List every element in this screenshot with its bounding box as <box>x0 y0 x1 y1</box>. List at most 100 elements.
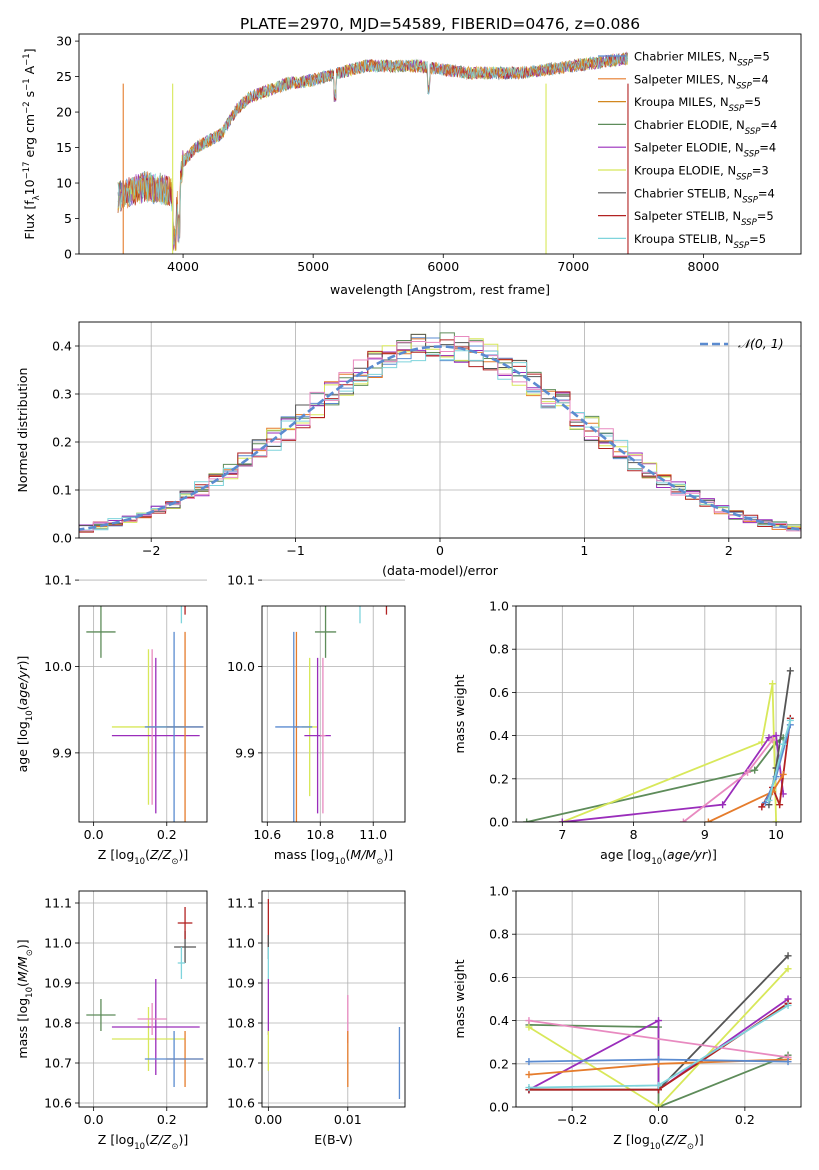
weight-lines <box>523 667 794 822</box>
legend-label: Kroupa MILES, NSSP=5 <box>634 95 761 114</box>
legend-label: Chabrier MILES, NSSP=5 <box>634 50 770 69</box>
y-tick-label: 0.8 <box>489 642 509 657</box>
weight-marker <box>719 801 727 809</box>
x-tick-label: 0.0 <box>84 1112 104 1127</box>
x-tick-label: 10.6 <box>253 827 281 842</box>
legend-label: Chabrier ELODIE, NSSP=4 <box>634 118 777 137</box>
y-tick-label: 0.1 <box>52 483 72 498</box>
spectrum-series-line <box>117 51 628 251</box>
weight-lines <box>525 952 792 1107</box>
x-tick-label: 0.2 <box>735 1112 755 1127</box>
x-tick-label: 0.2 <box>157 1112 177 1127</box>
mass-vs-EBV-axes: 0.00 0.01 10.6 10.7 10.8 10.9 11.0 11.1 E(B-V) <box>227 890 406 1147</box>
x-tick-label: −1 <box>286 543 304 558</box>
y-tick-label: 9.9 <box>235 745 255 760</box>
x-tick-label: 8 <box>630 827 638 842</box>
y-tick-label: 10 <box>56 176 72 191</box>
weight-series-line <box>708 774 784 822</box>
y-tick-label: 5 <box>64 211 72 226</box>
y-axis-label: Flux [fλ10−17 erg cm−2 s−1 A−1] <box>22 48 42 239</box>
y-tick-label: 0.8 <box>489 927 509 942</box>
axes-frame <box>78 33 802 255</box>
y-tick-label: 10.9 <box>227 976 255 991</box>
y-tick-label: 10.0 <box>44 659 72 674</box>
legend-label: Kroupa ELODIE, NSSP=3 <box>634 164 769 183</box>
weight-marker <box>786 667 794 675</box>
y-tick-label: 11.1 <box>44 896 72 911</box>
y-tick-label: 10.6 <box>44 1096 72 1111</box>
legend-label: Salpeter STELIB, NSSP=5 <box>634 209 774 228</box>
y-tick-label: 0.2 <box>489 1056 509 1071</box>
errorbar-point <box>174 537 196 589</box>
massweight-vs-age-axes: 7 8 9 10 0.0 0.2 0.4 0.6 0.8 1.0 age [log10(age/yr… <box>452 599 802 867</box>
weight-marker <box>772 732 780 740</box>
weight-marker <box>786 716 794 724</box>
weight-series-line <box>526 737 784 822</box>
errorbars <box>267 899 401 1099</box>
y-tick-label: 10.0 <box>227 659 255 674</box>
y-axis-label: Normed distribution <box>15 368 30 493</box>
errorbars <box>275 606 388 822</box>
errorbar-point <box>177 947 186 979</box>
x-axis-label: Z [log10(Z/Z⊙)] <box>98 1132 188 1152</box>
x-axis-label: mass [log10(M/M⊙)] <box>274 847 393 867</box>
x-tick-label: 6000 <box>427 259 459 274</box>
axes-frame <box>261 605 406 823</box>
weight-marker <box>525 1058 533 1066</box>
x-tick-label: 0 <box>436 543 444 558</box>
y-tick-label: 10.8 <box>227 1016 255 1031</box>
weight-marker <box>779 770 787 778</box>
residuals-axes: −2 −1 0 1 2 0.0 0.1 0.2 0.3 0.4 (data-model)/error… <box>15 321 802 578</box>
y-tick-label: 10.8 <box>44 1016 72 1031</box>
weight-marker <box>655 1055 662 1063</box>
normal-reference-curve <box>79 345 801 531</box>
weight-marker <box>704 818 712 822</box>
weight-marker <box>758 738 766 746</box>
weight-marker <box>765 796 773 804</box>
errorbar-point <box>111 1007 186 1071</box>
y-axis-label: mass [log10(M/M⊙)] <box>15 939 35 1058</box>
weight-marker <box>655 1017 662 1025</box>
y-tick-label: 10.7 <box>227 1056 255 1071</box>
y-tick-label: 0.4 <box>489 728 509 743</box>
x-tick-label: 5000 <box>297 259 329 274</box>
massweight-vs-Z-axes: −0.2 0.0 0.2 0.0 0.2 0.4 0.6 0.8 1.0 Z [log10(Z/Z… <box>452 884 802 1152</box>
x-tick-label: 0.0 <box>649 1112 669 1127</box>
errorbar-point <box>137 1003 167 1035</box>
errorbars <box>86 907 204 1087</box>
spectrum-lines <box>117 51 629 254</box>
x-tick-label: 9 <box>701 827 709 842</box>
weight-marker <box>525 1084 533 1092</box>
weight-marker <box>655 1081 662 1089</box>
errorbar-point <box>111 979 200 1075</box>
y-tick-label: 30 <box>56 34 72 49</box>
axes-frame <box>78 321 802 539</box>
errorbar-point <box>275 631 313 822</box>
weight-series-line <box>528 998 789 1092</box>
errorbar-point <box>144 631 204 822</box>
weight-marker <box>758 803 766 811</box>
x-tick-label: 10.8 <box>306 827 334 842</box>
x-tick-label: 10 <box>768 827 784 842</box>
spectrum-series-line <box>117 52 629 251</box>
x-tick-label: 0.00 <box>254 1112 282 1127</box>
weight-marker <box>679 818 687 822</box>
legend: Chabrier MILES, NSSP=5 Salpeter MILES, NS… <box>598 50 777 251</box>
weight-marker <box>784 1001 792 1009</box>
errorbar-point <box>111 657 200 814</box>
y-tick-label: 10.1 <box>227 573 255 588</box>
weight-marker <box>772 818 780 822</box>
weight-marker <box>655 1103 662 1107</box>
legend-label: Chabrier STELIB, NSSP=4 <box>634 186 775 205</box>
x-tick-label: 1 <box>580 543 588 558</box>
weight-marker <box>776 801 784 809</box>
errorbar-point <box>144 1031 204 1087</box>
x-tick-label: 7 <box>558 827 566 842</box>
x-tick-label: 11.0 <box>359 827 387 842</box>
axes-frame <box>78 605 208 823</box>
axes-frame <box>261 890 406 1108</box>
y-axis-label: mass weight <box>452 959 467 1038</box>
errorbar-point <box>86 999 116 1031</box>
age-vs-Z-axes: 0.0 0.2 9.9 10.0 10.1 Z [log10(Z/Z⊙)] age [log… <box>15 537 208 867</box>
x-tick-label: −2 <box>142 543 160 558</box>
